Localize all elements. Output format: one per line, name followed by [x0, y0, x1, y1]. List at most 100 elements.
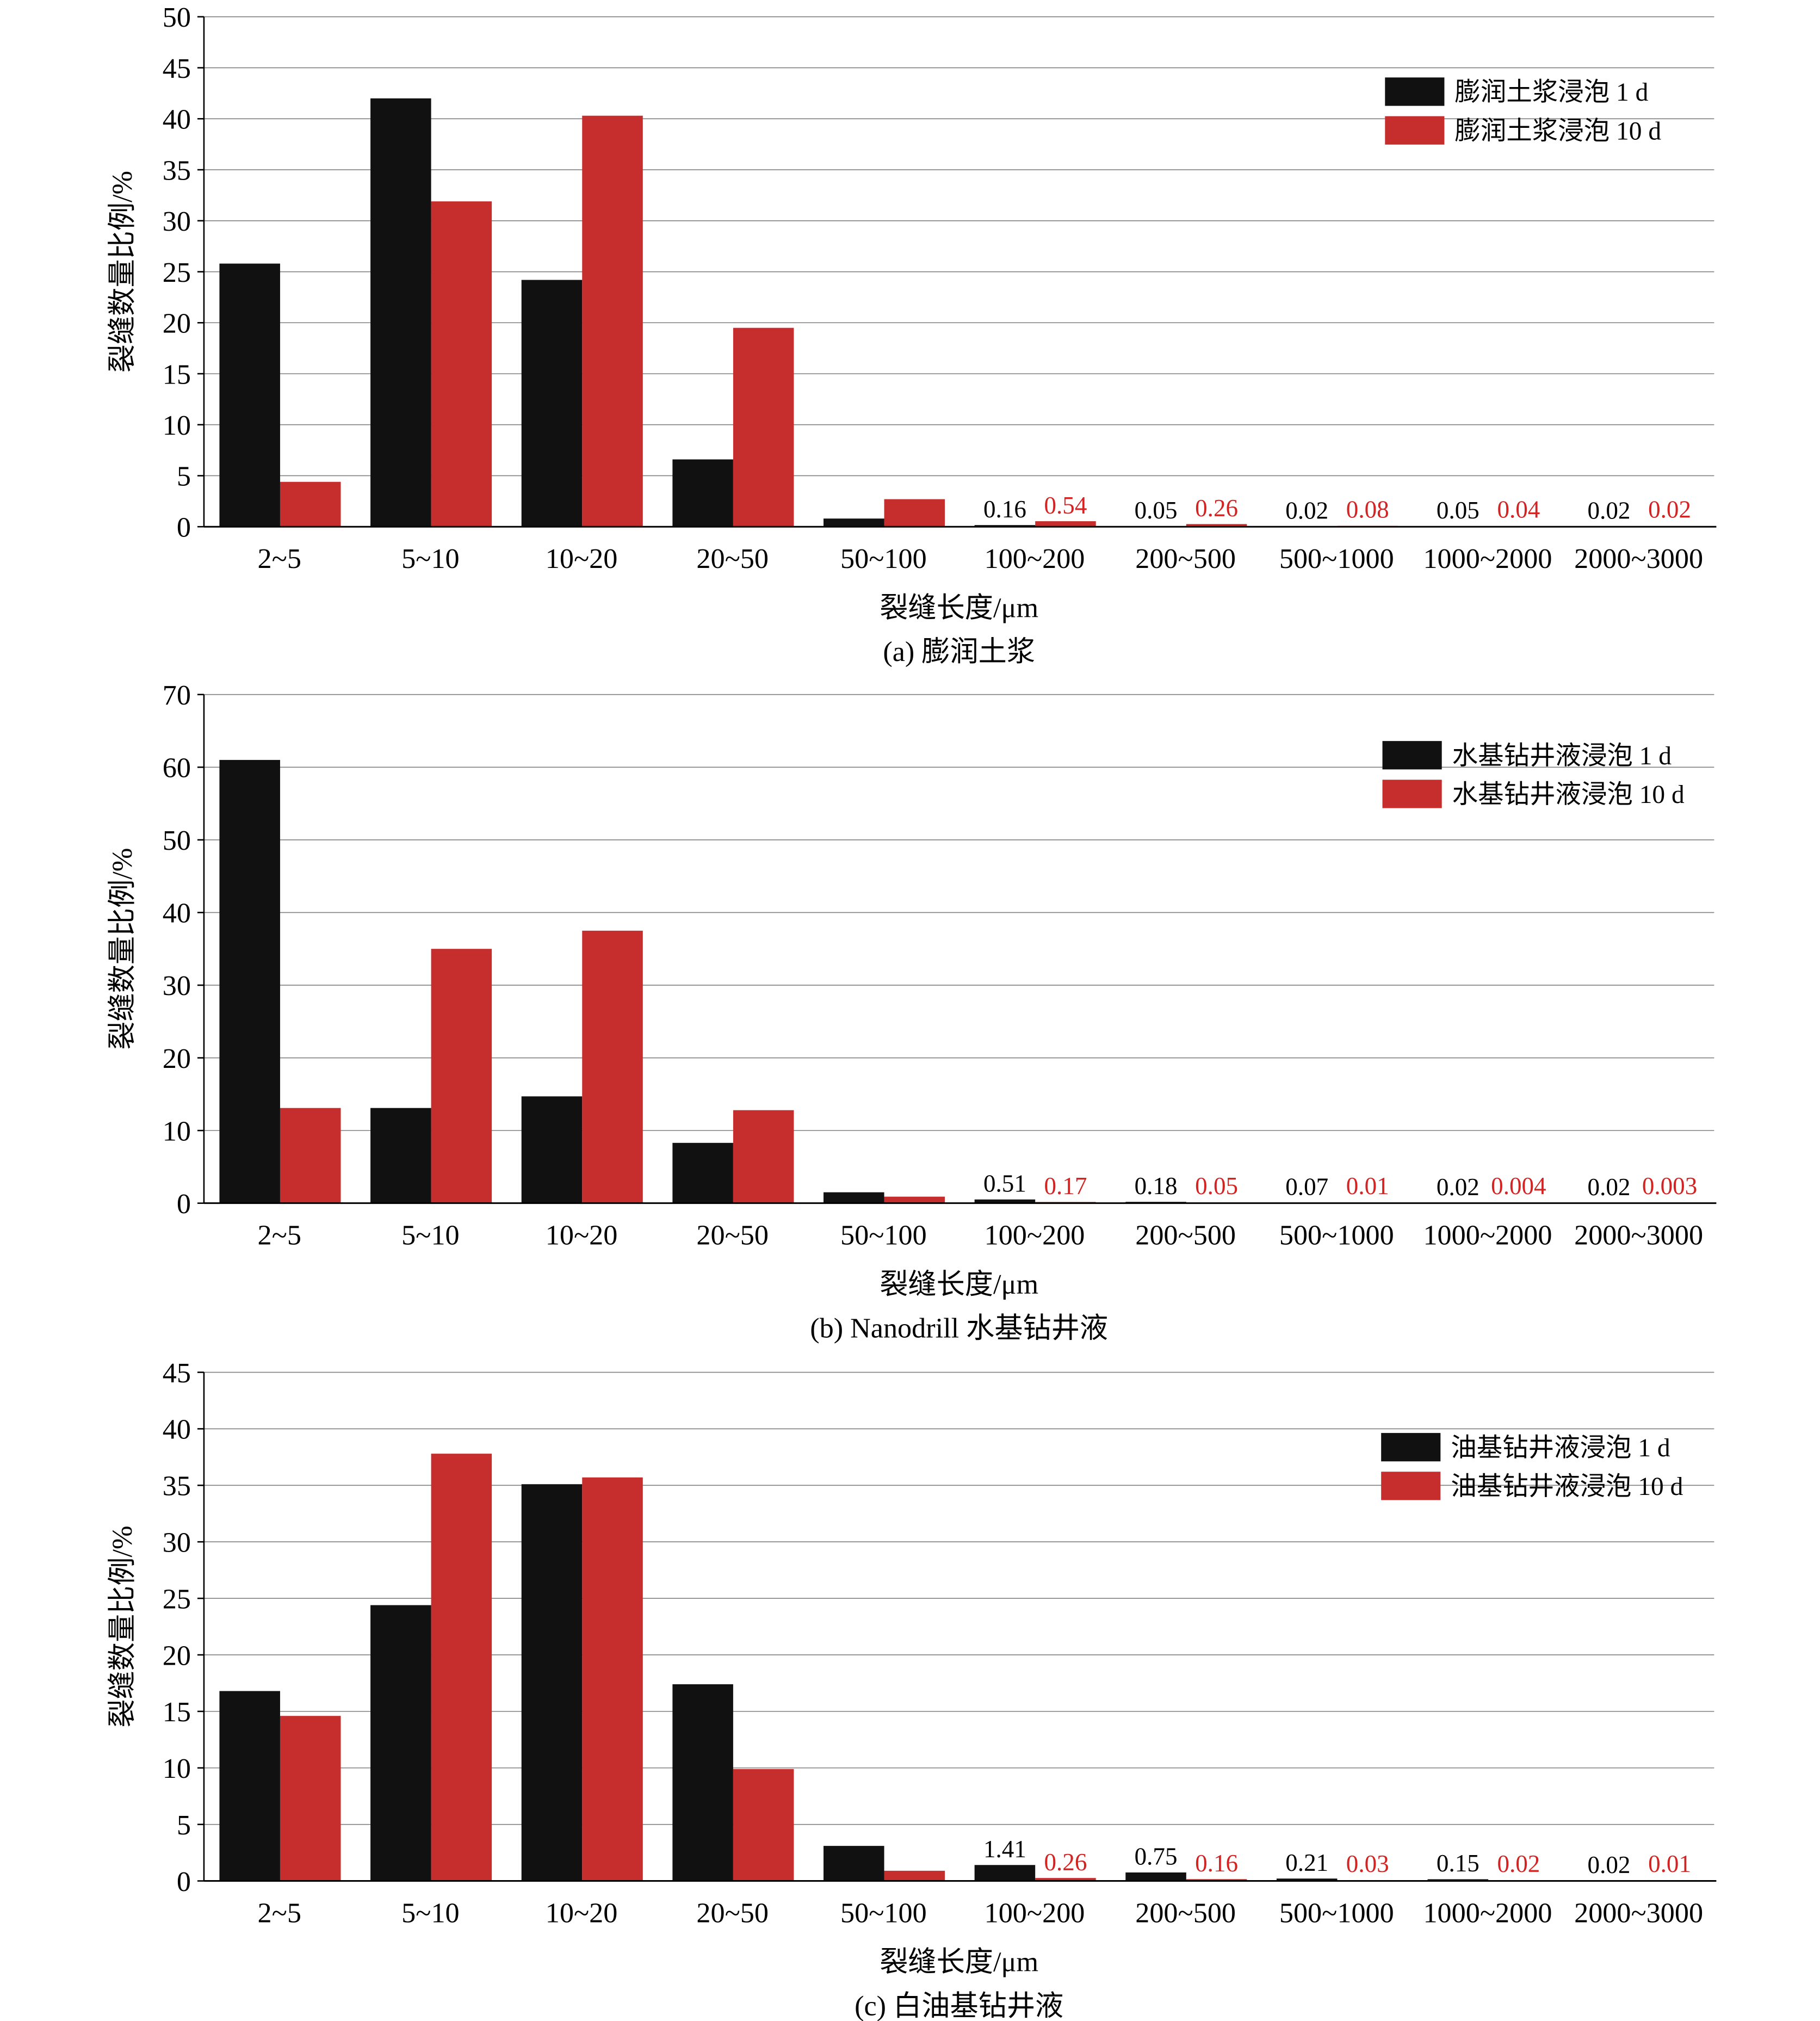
y-axis-title: 裂缝数量比例/% — [107, 848, 138, 1050]
data-label-series1: 1.41 — [983, 1835, 1026, 1863]
bar-series1-20~50 — [672, 1684, 733, 1881]
bar-series1-10~20 — [521, 280, 583, 527]
bar-series1-100~200 — [974, 1865, 1036, 1881]
data-label-series2: 0.03 — [1346, 1850, 1389, 1877]
y-tick-label: 40 — [163, 104, 191, 135]
data-label-series1: 0.15 — [1437, 1850, 1479, 1877]
data-label-series2: 0.01 — [1346, 1172, 1389, 1200]
legend-swatch-series2 — [1381, 1472, 1441, 1500]
x-axis-title: 裂缝长度/μm — [880, 592, 1038, 623]
data-label-series1: 0.07 — [1285, 1173, 1328, 1201]
bar-series1-5~10 — [370, 1605, 431, 1881]
bar-series1-5~10 — [370, 1108, 431, 1203]
legend-swatch-series1 — [1385, 77, 1445, 106]
data-label-series1: 0.02 — [1588, 497, 1631, 524]
data-label-series2: 0.004 — [1491, 1172, 1546, 1200]
chart-panel-1: 0 5 10 15 20 25 30 35 40 45 50 2~5 5~10 10~20 20~50 50~… — [107, 2, 1717, 668]
legend: 水基钻井液浸泡 1 d 水基钻井液浸泡 10 d — [1382, 741, 1685, 809]
x-tick-label: 200~500 — [1135, 1897, 1236, 1929]
y-tick-label: 10 — [163, 410, 191, 441]
bar-series2-100~200 — [1035, 1878, 1096, 1881]
x-tick-label: 2000~3000 — [1574, 1897, 1703, 1929]
y-tick-label: 35 — [163, 154, 191, 186]
bar-series1-50~100 — [824, 1192, 884, 1203]
y-tick-label: 5 — [177, 461, 191, 492]
x-tick-label: 2~5 — [258, 543, 301, 574]
y-tick-label: 25 — [163, 1583, 191, 1615]
data-label-series2: 0.17 — [1044, 1172, 1087, 1200]
x-tick-label: 100~200 — [985, 543, 1085, 574]
x-axis-title: 裂缝长度/μm — [880, 1946, 1038, 1978]
x-tick-label: 10~20 — [546, 1220, 618, 1251]
y-tick-label: 30 — [163, 206, 191, 237]
data-label-series1: 0.05 — [1437, 497, 1479, 524]
legend-label-series1: 水基钻井液浸泡 1 d — [1452, 742, 1672, 770]
legend-label-series1: 油基钻井液浸泡 1 d — [1451, 1434, 1670, 1462]
y-tick-label: 20 — [163, 308, 191, 339]
bar-series1-5~10 — [370, 98, 431, 527]
legend-label-series2: 水基钻井液浸泡 10 d — [1452, 781, 1685, 809]
y-tick-label: 45 — [163, 53, 191, 84]
x-tick-label: 5~10 — [401, 543, 460, 574]
y-tick-label: 0 — [177, 1188, 191, 1220]
y-axis-title: 裂缝数量比例/% — [107, 171, 138, 373]
bar-series2-200~500 — [1186, 524, 1247, 527]
legend-swatch-series1 — [1381, 1433, 1441, 1462]
x-tick-label: 1000~2000 — [1423, 543, 1552, 574]
bar-series2-50~100 — [884, 499, 945, 527]
bar-series1-200~500 — [1125, 1872, 1186, 1881]
bar-series2-50~100 — [884, 1196, 945, 1203]
bar-series2-5~10 — [431, 949, 492, 1203]
x-tick-label: 50~100 — [840, 543, 927, 574]
y-tick-label: 30 — [163, 1526, 191, 1558]
y-tick-label: 40 — [163, 1414, 191, 1445]
x-tick-label: 1000~2000 — [1423, 1220, 1552, 1251]
y-axis-title: 裂缝数量比例/% — [107, 1525, 138, 1727]
data-label-series1: 0.02 — [1588, 1851, 1631, 1878]
x-tick-label: 2000~3000 — [1574, 543, 1703, 574]
y-tick-label: 10 — [163, 1115, 191, 1147]
bar-series2-100~200 — [1035, 521, 1096, 527]
data-label-series1: 0.02 — [1285, 497, 1328, 524]
data-label-series2: 0.04 — [1497, 496, 1540, 523]
data-label-series1: 0.16 — [983, 496, 1026, 523]
x-tick-label: 500~1000 — [1279, 543, 1394, 574]
data-label-series2: 0.05 — [1195, 1172, 1238, 1200]
panel-caption: (b) Nanodrill 水基钻井液 — [810, 1312, 1108, 1344]
x-tick-label: 50~100 — [840, 1897, 927, 1929]
legend-label-series1: 膨润土浆浸泡 1 d — [1454, 78, 1648, 107]
panel-caption: (a) 膨润土浆 — [883, 636, 1035, 668]
x-tick-label: 2000~3000 — [1574, 1220, 1703, 1251]
x-tick-label: 200~500 — [1135, 543, 1236, 574]
bar-series2-5~10 — [431, 1454, 492, 1881]
data-label-series1: 0.05 — [1135, 497, 1178, 524]
bar-series2-200~500 — [1186, 1879, 1247, 1881]
x-tick-label: 50~100 — [840, 1220, 927, 1251]
bar-series2-5~10 — [431, 201, 492, 527]
data-label-series2: 0.08 — [1346, 496, 1389, 523]
y-tick-label: 50 — [163, 2, 191, 33]
x-axis-title: 裂缝长度/μm — [880, 1269, 1038, 1300]
bar-series2-2~5 — [280, 481, 341, 527]
data-label-series1: 0.02 — [1437, 1173, 1479, 1201]
legend-label-series2: 油基钻井液浸泡 10 d — [1451, 1473, 1683, 1501]
bar-series1-10~20 — [521, 1484, 583, 1881]
x-tick-label: 10~20 — [546, 543, 618, 574]
legend-swatch-series1 — [1382, 741, 1442, 770]
bar-series1-50~100 — [824, 518, 884, 527]
y-tick-label: 0 — [177, 1866, 191, 1898]
legend-swatch-series2 — [1385, 116, 1445, 145]
y-tick-label: 50 — [163, 825, 191, 856]
bar-series1-100~200 — [974, 1199, 1036, 1203]
data-label-series1: 0.51 — [983, 1170, 1026, 1197]
y-tick-label: 30 — [163, 970, 191, 1002]
bar-series1-2~5 — [219, 1691, 280, 1881]
y-tick-label: 15 — [163, 359, 191, 390]
y-tick-label: 45 — [163, 1357, 191, 1389]
x-tick-label: 2~5 — [258, 1897, 301, 1929]
data-label-series2: 0.003 — [1642, 1172, 1697, 1200]
legend: 油基钻井液浸泡 1 d 油基钻井液浸泡 10 d — [1381, 1433, 1683, 1501]
bar-series1-2~5 — [219, 263, 280, 527]
data-label-series2: 0.26 — [1195, 495, 1238, 522]
y-tick-label: 15 — [163, 1696, 191, 1728]
